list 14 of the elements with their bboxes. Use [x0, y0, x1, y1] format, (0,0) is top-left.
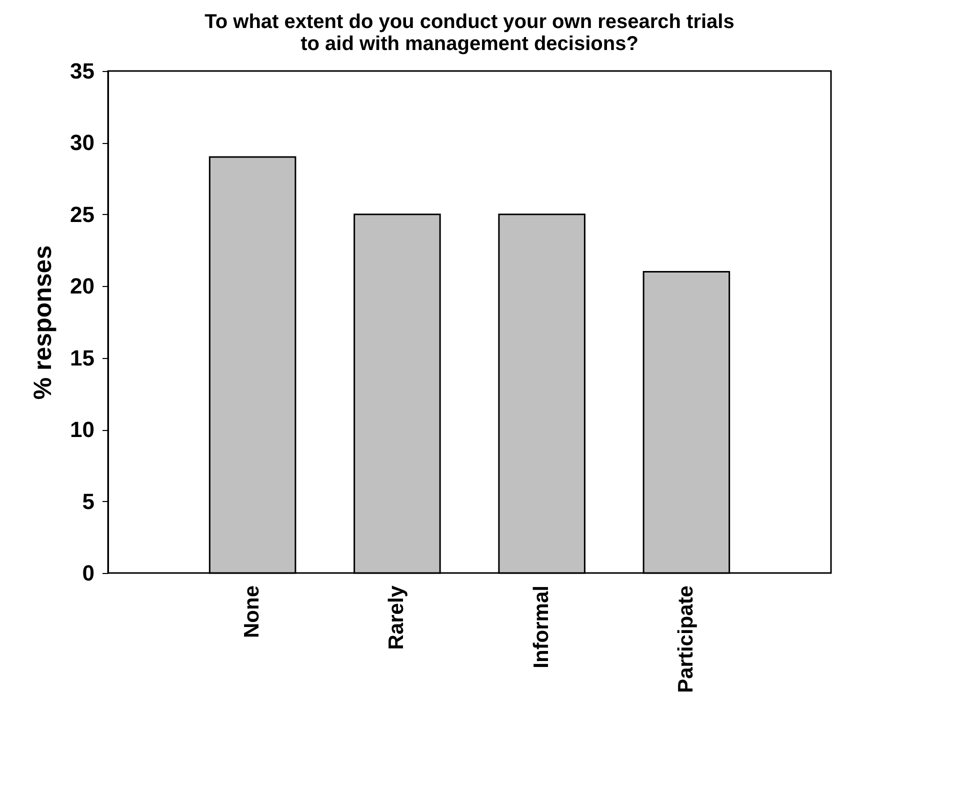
y-tick-label: 20 [70, 274, 94, 299]
y-tick-label: 0 [82, 560, 94, 586]
x-tick-label: Participate [674, 586, 698, 693]
x-tick-label: Rarely [385, 585, 408, 650]
y-tick-label: 25 [70, 202, 94, 227]
chart-title: To what extent do you conduct your own research trials to aid with management decisions? [204, 11, 734, 55]
x-tick-label: Informal [530, 586, 553, 668]
x-tick-label: None [240, 586, 264, 638]
y-tick-label: 30 [70, 130, 94, 156]
y-tick-label: 10 [70, 417, 94, 442]
y-tick-label: 5 [82, 488, 94, 514]
y-tick-label: 35 [70, 58, 94, 84]
y-tick-label: 15 [70, 345, 94, 370]
y-axis-title: % responses [29, 245, 58, 400]
